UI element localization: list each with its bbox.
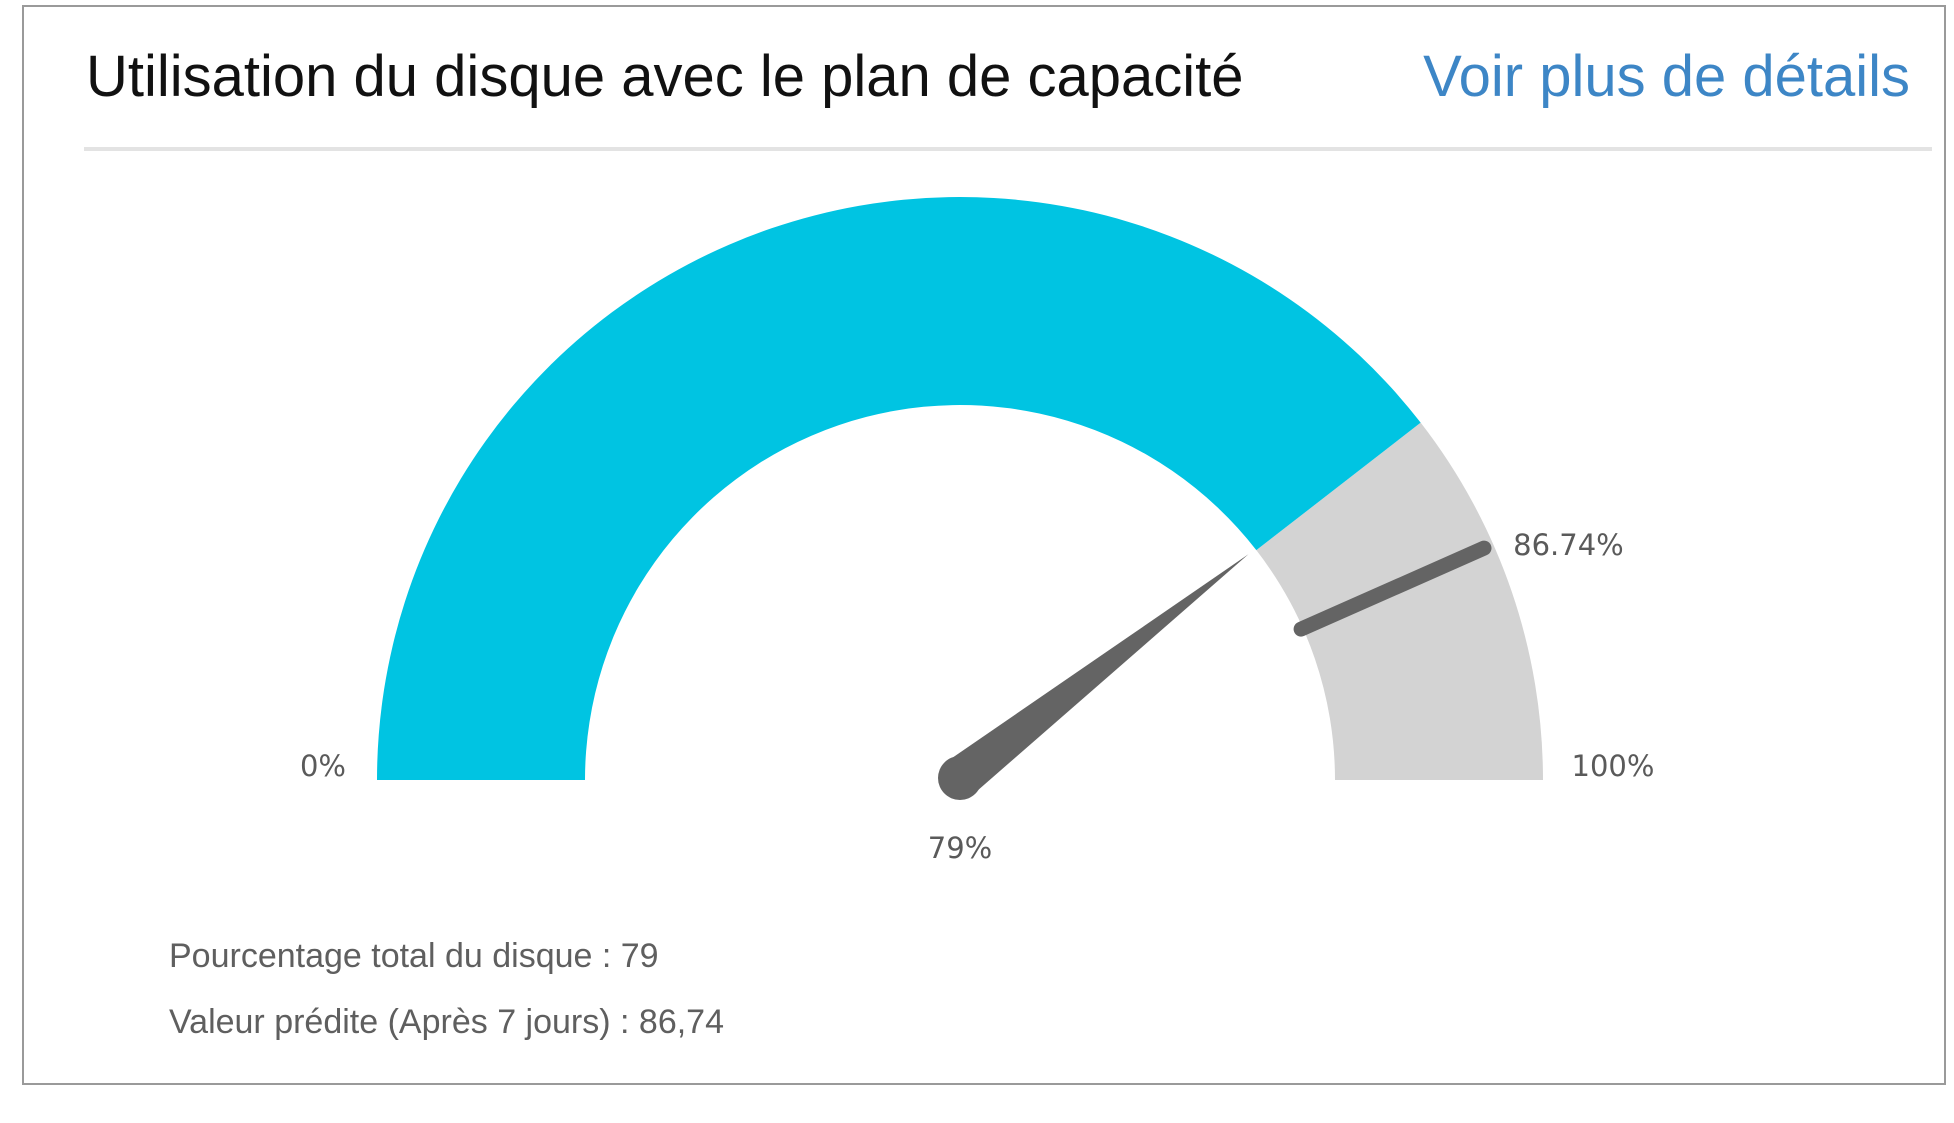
gauge-predicted-label: 86.74% — [1513, 528, 1624, 562]
widget-title: Utilisation du disque avec le plan de ca… — [86, 44, 1244, 109]
predicted-value-text: Valeur prédite (Après 7 jours) : 86,74 — [169, 1003, 724, 1041]
widget-header: Utilisation du disque avec le plan de ca… — [62, 7, 1910, 149]
gauge-value-label: 79% — [928, 831, 992, 865]
disk-usage-widget: Utilisation du disque avec le plan de ca… — [22, 5, 1946, 1085]
view-details-link[interactable]: Voir plus de détails — [1423, 44, 1910, 109]
total-percentage-text: Pourcentage total du disque : 79 — [169, 937, 659, 975]
gauge-max-label: 100% — [1572, 749, 1655, 783]
gauge-filled-arc — [377, 197, 1421, 781]
capacity-gauge: 0% 100% 79% 86.74% — [300, 197, 1655, 865]
gauge-needle — [947, 554, 1249, 795]
predicted-value-marker — [1293, 540, 1492, 637]
gauge-needle-hub — [938, 756, 982, 800]
gauge-remaining-arc — [1256, 422, 1543, 780]
header-divider — [84, 147, 1932, 151]
gauge-min-label: 0% — [300, 749, 346, 783]
